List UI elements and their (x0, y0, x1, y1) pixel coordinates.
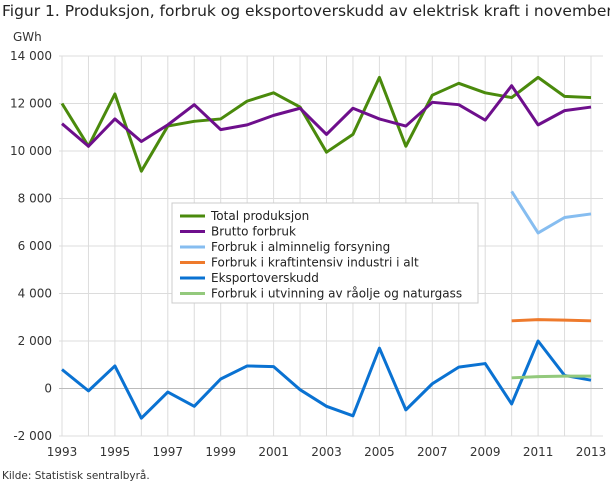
x-tick-label: 1997 (153, 445, 184, 459)
series-line-forbruk-i-kraftintensiv-industri-i-alt (511, 318, 592, 323)
x-tick-label: 2011 (523, 445, 554, 459)
y-tick-label: 6 000 (18, 239, 52, 253)
x-tick-label: 1995 (100, 445, 131, 459)
y-tick-label: 14 000 (10, 49, 52, 63)
x-tick-label: 2009 (470, 445, 501, 459)
legend-label: Forbruk i utvinning av råolje og naturga… (211, 287, 462, 301)
y-tick-label: 12 000 (10, 97, 52, 111)
y-tick-label: 0 (44, 382, 52, 396)
x-tick-label: 2005 (364, 445, 395, 459)
legend-label: Forbruk i alminnelig forsyning (211, 240, 390, 254)
y-tick-label: 2 000 (18, 334, 52, 348)
legend-label: Forbruk i kraftintensiv industri i alt (211, 256, 419, 270)
legend-label: Eksportoverskudd (211, 271, 319, 285)
y-tick-label: -2 000 (13, 429, 52, 443)
x-tick-label: 1993 (47, 445, 78, 459)
x-tick-label: 2001 (258, 445, 289, 459)
legend-label: Brutto forbruk (211, 225, 296, 239)
x-tick-label: 2013 (576, 445, 607, 459)
legend-label: Total produksjon (210, 209, 309, 223)
y-axis-label: GWh (13, 30, 42, 44)
legend-box (171, 202, 479, 304)
x-tick-label: 1999 (205, 445, 236, 459)
series-line-forbruk-i-utvinning-av-r-olje-og-naturgass (511, 374, 591, 380)
chart-title: Figur 1. Produksjon, forbruk og eksporto… (2, 2, 610, 20)
x-tick-label: 2003 (311, 445, 342, 459)
y-tick-label: 4 000 (18, 287, 52, 301)
source-note: Kilde: Statistisk sentralbyrå. (2, 470, 150, 482)
y-tick-label: 10 000 (10, 144, 52, 158)
x-tick-label: 2007 (417, 445, 448, 459)
series-line-forbruk-i-alminnelig-forsyning (510, 190, 592, 235)
y-tick-label: 8 000 (18, 192, 52, 206)
